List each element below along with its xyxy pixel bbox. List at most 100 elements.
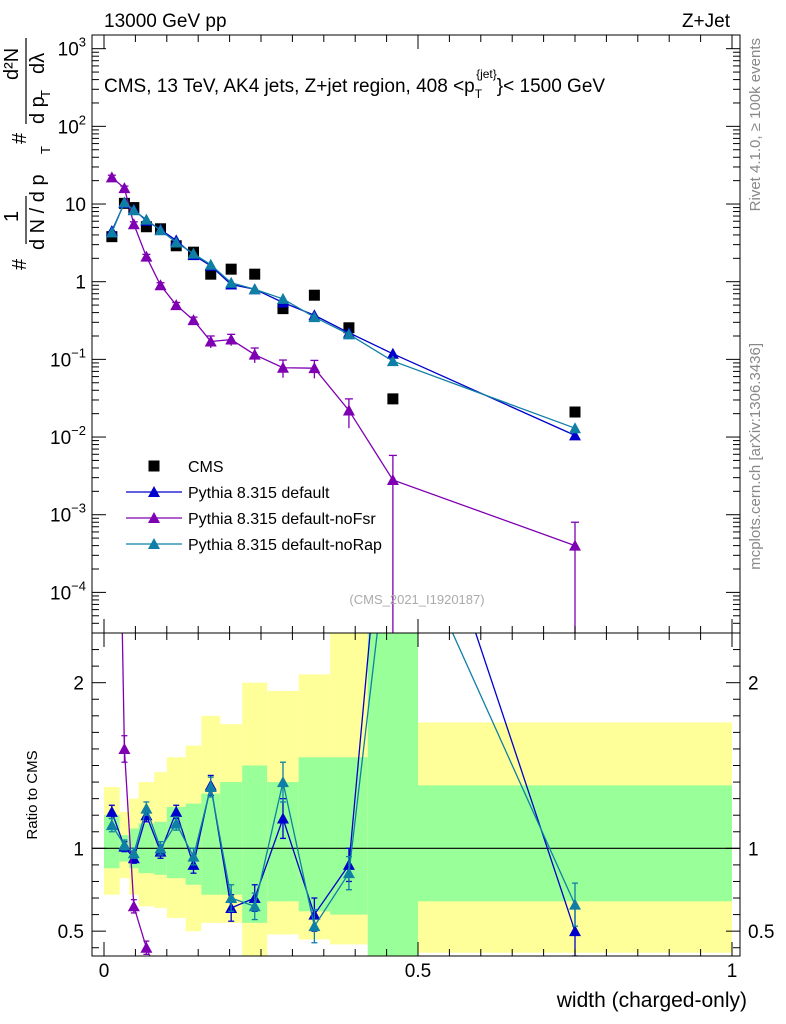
ratio-point <box>187 850 200 862</box>
plot-title-end: }< 1500 GeV <box>497 76 606 97</box>
mc-data-point <box>170 299 183 311</box>
mc-data-point <box>569 539 581 551</box>
mc-data-point <box>342 328 355 340</box>
legend-marker <box>148 486 160 497</box>
ratio-point <box>187 986 199 997</box>
ratio-point <box>155 977 167 988</box>
x-tick-label: 1 <box>727 961 738 982</box>
y-axis-label: # 1 d N / d p T # d²N d p T dλ <box>1 38 53 270</box>
legend-marker-cms <box>148 460 160 472</box>
band-inner-bin <box>330 757 368 915</box>
ratio-line <box>121 633 151 956</box>
cms-data-point <box>205 268 217 280</box>
cms-data-point <box>277 303 289 315</box>
ratio-point <box>569 898 581 910</box>
ratio-point <box>170 817 183 829</box>
mc-data-point <box>127 218 140 230</box>
mc-data-point <box>118 196 131 208</box>
ratio-frame <box>91 632 741 957</box>
mc-data-point <box>105 171 118 183</box>
ratio-point <box>154 842 167 854</box>
mc-data-point <box>105 226 118 238</box>
axes: 0 0.5 1 10−4 10−3 10−2 10−1 1 10 102 103 0.5 0.5 1 1 2 2 <box>50 35 774 982</box>
ratio-point <box>170 805 183 817</box>
ratio-point <box>205 985 217 996</box>
y-label-denominator: d N / d p <box>27 174 49 250</box>
ratio-point <box>106 47 118 58</box>
mc-data-point <box>187 247 200 259</box>
mc-data-point <box>386 347 399 359</box>
mc-data-point <box>248 283 261 295</box>
cms-data-point <box>308 289 320 301</box>
y-tick-label: 1 <box>75 273 86 294</box>
rivet-version-label: Rivet 4.1.0, ≥ 100k events <box>747 38 764 211</box>
ratio-tick-label-right: 0.5 <box>748 922 774 943</box>
ratio-point <box>140 802 153 814</box>
mc-data-point <box>386 473 399 485</box>
y-tick-label: 10−2 <box>50 423 86 449</box>
mc-data-point <box>140 213 153 225</box>
x-tick-label: 0 <box>99 961 110 982</box>
ratio-point <box>248 900 261 912</box>
series-line <box>111 202 576 436</box>
ratio-point <box>225 892 238 904</box>
plot-title-sup: {jet} <box>476 67 497 81</box>
y-label-dlambda: dλ <box>27 53 49 74</box>
legend-marker <box>148 512 160 523</box>
ratio-point <box>276 812 289 824</box>
process-label: Z+Jet <box>682 11 731 32</box>
ratio-y-label: Ratio to CMS <box>24 750 41 839</box>
ratio-plot-area <box>92 47 740 1004</box>
x-tick-label: 0.5 <box>405 961 431 982</box>
y-label-sub-t2: T <box>38 90 53 98</box>
mc-data-point <box>308 362 321 374</box>
ratio-point <box>140 941 153 953</box>
ratio-point <box>569 925 581 937</box>
legend-label: Pythia 8.315 default <box>188 485 330 502</box>
cms-data-point <box>387 393 399 405</box>
ratio-point <box>387 993 399 1004</box>
mc-data-point <box>308 311 321 323</box>
ratio-point <box>170 980 182 991</box>
mc-data-point <box>187 314 200 326</box>
cms-data-point <box>140 221 152 233</box>
main-plot-area <box>105 171 581 633</box>
mc-data-point <box>342 404 355 416</box>
y-tick-label: 10−1 <box>50 345 86 371</box>
ratio-point <box>127 900 140 912</box>
y-label-hash-1: # <box>9 258 31 270</box>
ratio-point <box>105 805 118 817</box>
mc-data-point <box>225 276 238 288</box>
ratio-point <box>308 920 321 932</box>
x-axis-label: width (charged-only) <box>556 989 747 1012</box>
ratio-point <box>277 980 289 991</box>
y-tick-label: 10−3 <box>50 501 86 527</box>
ratio-tick-label: 1 <box>73 839 84 860</box>
series-line <box>111 176 576 547</box>
ratio-tick-label: 0.5 <box>58 922 84 943</box>
mc-data-point <box>140 250 153 262</box>
band-inner-bin <box>220 782 243 895</box>
mc-data-point <box>118 182 131 194</box>
mc-data-point <box>154 279 167 291</box>
ratio-point <box>127 847 140 859</box>
mc-data-point <box>386 355 399 367</box>
legend-label: Pythia 8.315 default-noRap <box>188 537 382 554</box>
y-label-hash-2: # <box>9 132 31 144</box>
y-tick-label: 103 <box>58 35 86 61</box>
ratio-point <box>308 990 320 1001</box>
y-label-one: 1 <box>1 211 23 222</box>
band-inner-bin <box>185 803 202 885</box>
y-label-sub-t: T <box>38 146 53 154</box>
legend: CMS Pythia 8.315 default Pythia 8.315 defa… <box>126 459 382 554</box>
ratio-tick-label-right: 2 <box>748 674 759 695</box>
ratio-point <box>387 379 399 390</box>
plot-title-main: CMS, 13 TeV, AK4 jets, Z+jet region, 408… <box>104 76 475 97</box>
band-inner-bin <box>418 785 732 902</box>
collider-label: 13000 GeV pp <box>104 11 227 32</box>
band-inner-bin <box>201 793 221 895</box>
mc-data-point <box>154 224 167 236</box>
y-label-dpt: d p <box>27 96 49 124</box>
ratio-point <box>204 781 217 793</box>
mc-data-point <box>276 292 289 304</box>
